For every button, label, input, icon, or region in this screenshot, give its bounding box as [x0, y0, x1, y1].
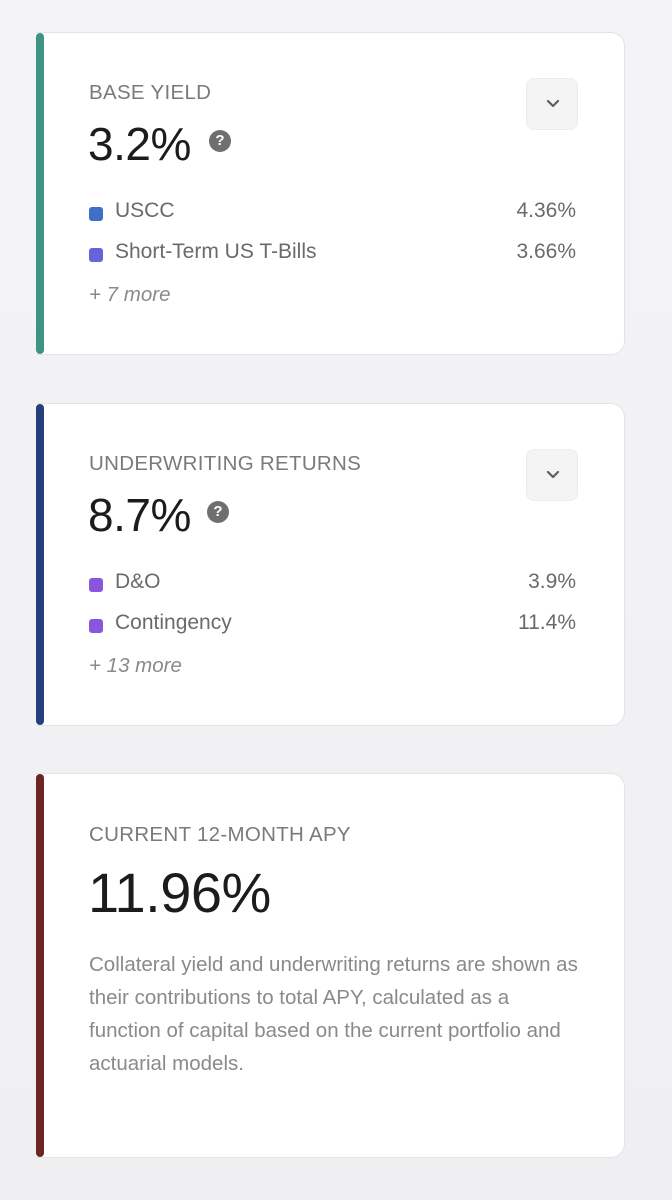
base-yield-expand-button[interactable] [526, 78, 578, 130]
underwriting-expand-button[interactable] [526, 449, 578, 501]
contingency-color-swatch [89, 619, 103, 633]
base-yield-accent-bar [36, 33, 44, 354]
question-circle-icon[interactable]: ? [209, 130, 231, 152]
tbills-color-swatch [89, 248, 103, 262]
item-name: D&O [115, 570, 161, 593]
base-yield-more-link[interactable]: + 7 more [89, 283, 171, 306]
list-item: D&O 3.9% [89, 570, 576, 598]
base-yield-value: 3.2% [88, 118, 191, 170]
chevron-down-icon [546, 470, 560, 479]
item-name: Short-Term US T-Bills [115, 240, 317, 263]
underwriting-label: UNDERWRITING RETURNS [89, 452, 362, 475]
apy-value: 11.96% [88, 861, 271, 924]
base-yield-label: BASE YIELD [89, 81, 212, 104]
item-percent: 3.9% [528, 570, 576, 593]
current-apy-card: CURRENT 12-MONTH APY 11.96% Collateral y… [36, 773, 625, 1158]
dno-color-swatch [89, 578, 103, 592]
list-item: USCC 4.36% [89, 199, 576, 227]
underwriting-accent-bar [36, 404, 44, 725]
base-yield-card: BASE YIELD 3.2% ? USCC 4.36% Short-Term … [36, 32, 625, 355]
underwriting-returns-card: UNDERWRITING RETURNS 8.7% ? D&O 3.9% Con… [36, 403, 625, 726]
apy-accent-bar [36, 774, 44, 1157]
list-item: Short-Term US T-Bills 3.66% [89, 240, 576, 268]
list-item: Contingency 11.4% [89, 611, 576, 639]
item-name: Contingency [115, 611, 232, 634]
chevron-down-icon [546, 99, 560, 108]
apy-label: CURRENT 12-MONTH APY [89, 823, 351, 846]
underwriting-more-link[interactable]: + 13 more [89, 654, 182, 677]
underwriting-value: 8.7% [88, 489, 191, 541]
item-percent: 3.66% [516, 240, 576, 263]
item-name: USCC [115, 199, 175, 222]
item-percent: 4.36% [516, 199, 576, 222]
uscc-color-swatch [89, 207, 103, 221]
apy-description: Collateral yield and underwriting return… [89, 953, 578, 1075]
item-percent: 11.4% [518, 611, 576, 634]
question-circle-icon[interactable]: ? [207, 501, 229, 523]
